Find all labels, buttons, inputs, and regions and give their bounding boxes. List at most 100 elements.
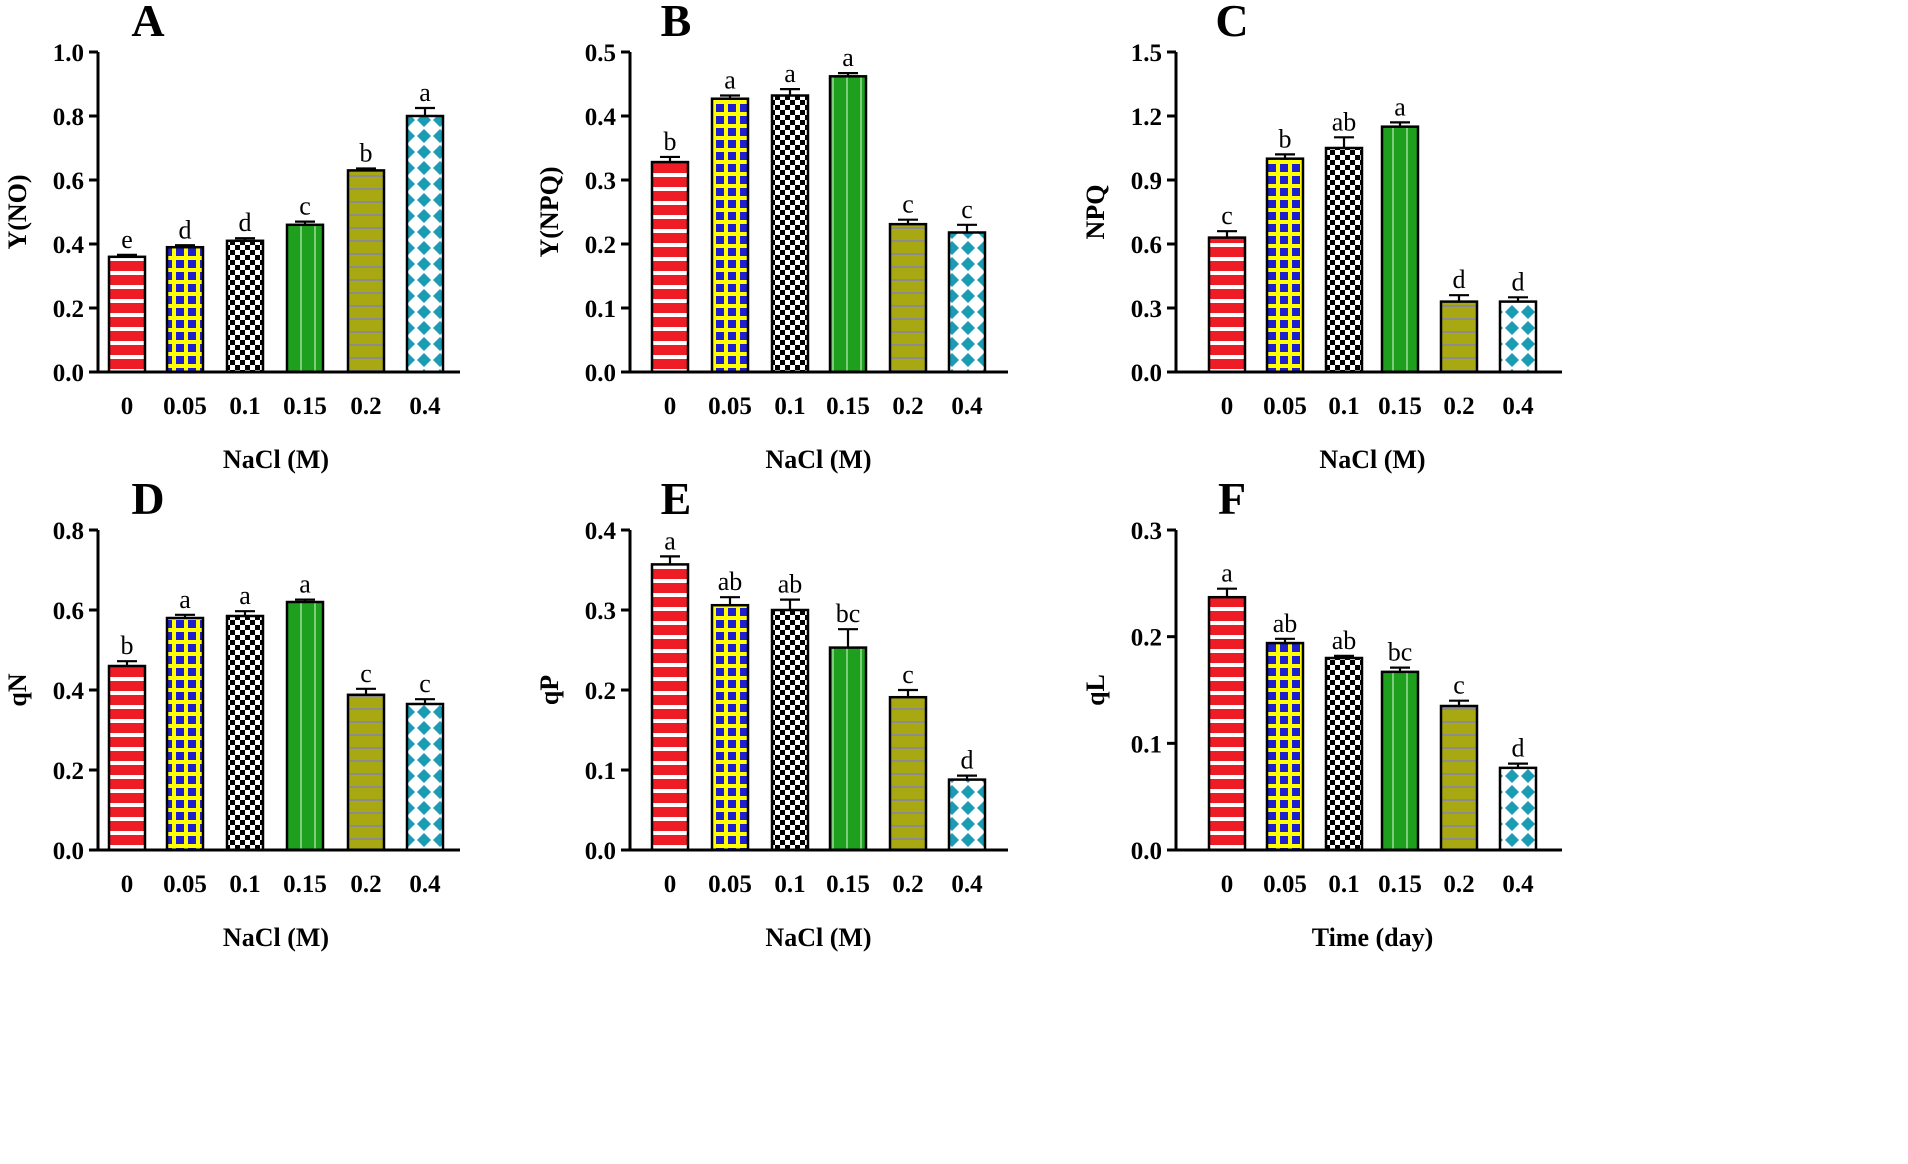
y-tick-label: 0.4 — [585, 518, 617, 545]
error-bar — [660, 155, 680, 163]
bar — [1439, 300, 1479, 374]
error-bar — [957, 774, 977, 780]
error-bar — [295, 598, 315, 602]
y-tick-label: 0.6 — [1131, 232, 1162, 259]
significance-letter: d — [1453, 265, 1466, 294]
x-tick-label: 0.1 — [229, 871, 260, 898]
bar — [650, 160, 690, 374]
error-bar — [175, 613, 195, 618]
x-tick-label: 0.2 — [1443, 393, 1474, 420]
error-bar — [780, 88, 800, 96]
error-bar — [838, 628, 858, 648]
bar — [650, 563, 690, 852]
bar — [165, 245, 205, 374]
significance-letter: c — [1453, 671, 1465, 700]
significance-letter: ab — [1332, 626, 1357, 655]
bar — [225, 614, 265, 852]
bar — [947, 778, 987, 852]
bar — [346, 169, 386, 374]
y-tick-label: 0.0 — [585, 838, 616, 865]
x-tick-label: 0.2 — [1443, 871, 1474, 898]
y-tick-label: 0.0 — [53, 360, 84, 387]
x-tick-label: 0.1 — [1328, 393, 1359, 420]
significance-letter: b — [1279, 124, 1292, 153]
x-axis-label: NaCl (M) — [223, 445, 329, 474]
panel-letter: E — [661, 473, 692, 524]
panel-letter: B — [661, 0, 692, 46]
bar — [1207, 236, 1247, 374]
y-axis-label: Y(NO) — [3, 174, 32, 249]
x-tick-label: 0.4 — [951, 871, 983, 898]
bar — [888, 222, 928, 374]
significance-letter: d — [1512, 734, 1525, 763]
significance-letter: ab — [1332, 107, 1357, 136]
y-tick-label: 0.9 — [1131, 168, 1162, 195]
y-tick-label: 0.4 — [585, 104, 617, 131]
error-bar — [1334, 136, 1354, 148]
significance-letter: b — [121, 631, 134, 660]
significance-letter: a — [784, 59, 796, 88]
bar — [1324, 146, 1364, 374]
error-bar — [1508, 762, 1528, 768]
x-tick-label: 0.1 — [229, 393, 260, 420]
bar — [107, 664, 147, 852]
bar — [1380, 125, 1420, 374]
y-tick-label: 1.0 — [53, 40, 84, 67]
panel-letter: A — [131, 0, 164, 46]
significance-letter: c — [902, 190, 914, 219]
error-bar — [660, 555, 680, 565]
panel-a: Ae 0 d 0.05 d 0.1 c 0.15 b 0.2 a 0.4 0.0 0.2 0.4 0.6 0.8… — [3, 0, 460, 474]
error-bar — [415, 106, 435, 116]
error-bar — [898, 218, 918, 225]
x-tick-label: 0.05 — [708, 871, 752, 898]
panel-d: Db 0 a 0.05 a 0.1 a 0.15 c 0.2 c 0.4 0.0 0.2 0.4 0.6 0.8… — [3, 473, 460, 952]
panels: Ae 0 d 0.05 d 0.1 c 0.15 b 0.2 a 0.4 0.0 0.2 0.4 0.6 0.8… — [3, 0, 1562, 952]
bar — [710, 97, 750, 374]
error-bar — [780, 598, 800, 610]
bar — [1207, 595, 1247, 852]
error-bar — [720, 94, 740, 99]
y-axis-label: qL — [1081, 674, 1110, 706]
x-tick-label: 0 — [664, 393, 677, 420]
x-tick-label: 0.4 — [1502, 871, 1534, 898]
bar — [285, 223, 325, 374]
y-axis-label: qN — [3, 673, 32, 706]
x-tick-label: 0.2 — [892, 871, 923, 898]
y-tick-label: 0.3 — [585, 598, 616, 625]
y-tick-label: 0.4 — [53, 232, 85, 259]
significance-letter: a — [179, 585, 191, 614]
y-tick-label: 0.8 — [53, 104, 84, 131]
error-bar — [898, 688, 918, 698]
bar — [1498, 766, 1538, 852]
significance-letter: d — [179, 215, 192, 244]
y-tick-label: 0.0 — [1131, 838, 1162, 865]
bar — [770, 608, 810, 852]
x-tick-label: 0.4 — [409, 871, 441, 898]
error-bar — [1390, 121, 1410, 127]
error-bar — [117, 660, 137, 666]
error-bar — [1449, 699, 1469, 706]
bar — [346, 693, 386, 852]
bar — [828, 646, 868, 852]
error-bar — [1390, 666, 1410, 672]
bar — [1265, 641, 1305, 852]
x-tick-label: 0.05 — [708, 393, 752, 420]
panel-e: Ea 0 ab 0.05 ab 0.1 bc 0.15 c 0.2 d 0.4 0.0 0.1 0.2 0.3… — [535, 473, 1008, 952]
significance-letter: c — [961, 195, 973, 224]
y-tick-label: 0.2 — [585, 678, 616, 705]
error-bar — [1449, 294, 1469, 302]
bar — [225, 239, 265, 374]
error-bar — [117, 253, 137, 257]
error-bar — [1334, 654, 1354, 658]
x-tick-label: 0.4 — [409, 393, 441, 420]
error-bar — [957, 223, 977, 233]
y-tick-label: 0.2 — [1131, 625, 1162, 652]
bar — [107, 255, 147, 374]
significance-letter: c — [1221, 201, 1233, 230]
significance-letter: d — [239, 208, 252, 237]
y-tick-label: 0.2 — [585, 232, 616, 259]
x-axis-label: NaCl (M) — [765, 445, 871, 474]
significance-letter: a — [239, 581, 251, 610]
panel-f: Fa 0 ab 0.05 ab 0.1 bc 0.15 c 0.2 d 0.4 0.0 0.1 0.2 0.3… — [1081, 473, 1562, 952]
